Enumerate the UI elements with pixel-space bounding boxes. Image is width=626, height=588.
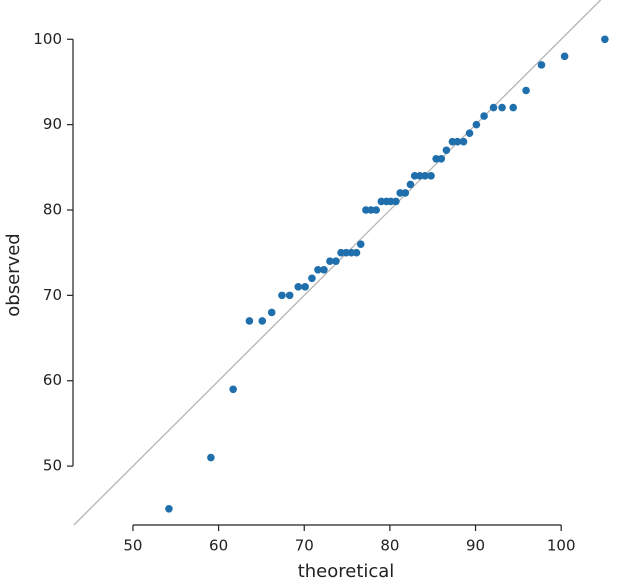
- point: [459, 137, 468, 146]
- point: [207, 453, 215, 462]
- point: [301, 283, 309, 291]
- point: [285, 291, 294, 300]
- point: [294, 283, 303, 291]
- x-axis-title: theoretical: [298, 561, 395, 582]
- y-tick-label: 90: [43, 115, 62, 133]
- x-tick-label: 80: [380, 537, 399, 555]
- point: [465, 129, 474, 137]
- point: [229, 385, 237, 394]
- point: [308, 274, 316, 283]
- point: [278, 291, 286, 300]
- y-tick-label: 50: [43, 457, 62, 475]
- point: [356, 240, 365, 248]
- y-tick-label: 100: [33, 30, 62, 48]
- point: [480, 112, 488, 120]
- y-axis-title: observed: [3, 233, 24, 316]
- y-tick-label: 60: [43, 371, 62, 389]
- point: [498, 103, 506, 112]
- point: [352, 248, 361, 257]
- point: [537, 61, 546, 69]
- x-tick-label: 90: [466, 537, 485, 555]
- x-tick-label: 50: [123, 537, 142, 555]
- x-tick-label: 60: [209, 537, 228, 555]
- y-tick-label: 70: [43, 286, 62, 304]
- point: [326, 257, 334, 266]
- point: [392, 197, 400, 206]
- point: [453, 137, 462, 146]
- point: [267, 308, 276, 317]
- point: [472, 120, 481, 129]
- x-tick-label: 70: [295, 537, 314, 555]
- x-tick-label: 100: [547, 537, 576, 555]
- point: [320, 265, 328, 274]
- point: [442, 146, 451, 155]
- point: [560, 52, 569, 61]
- point: [406, 180, 415, 189]
- point: [421, 172, 429, 180]
- point: [437, 154, 446, 163]
- point: [522, 86, 530, 95]
- point: [509, 103, 518, 112]
- point: [245, 317, 254, 325]
- point: [314, 265, 322, 274]
- point: [489, 103, 498, 112]
- y-tick-label: 80: [43, 201, 62, 219]
- point: [427, 172, 435, 180]
- point: [258, 317, 267, 325]
- point: [165, 504, 173, 513]
- point: [332, 257, 340, 266]
- point: [372, 206, 380, 214]
- point: [401, 189, 410, 197]
- point: [601, 35, 609, 44]
